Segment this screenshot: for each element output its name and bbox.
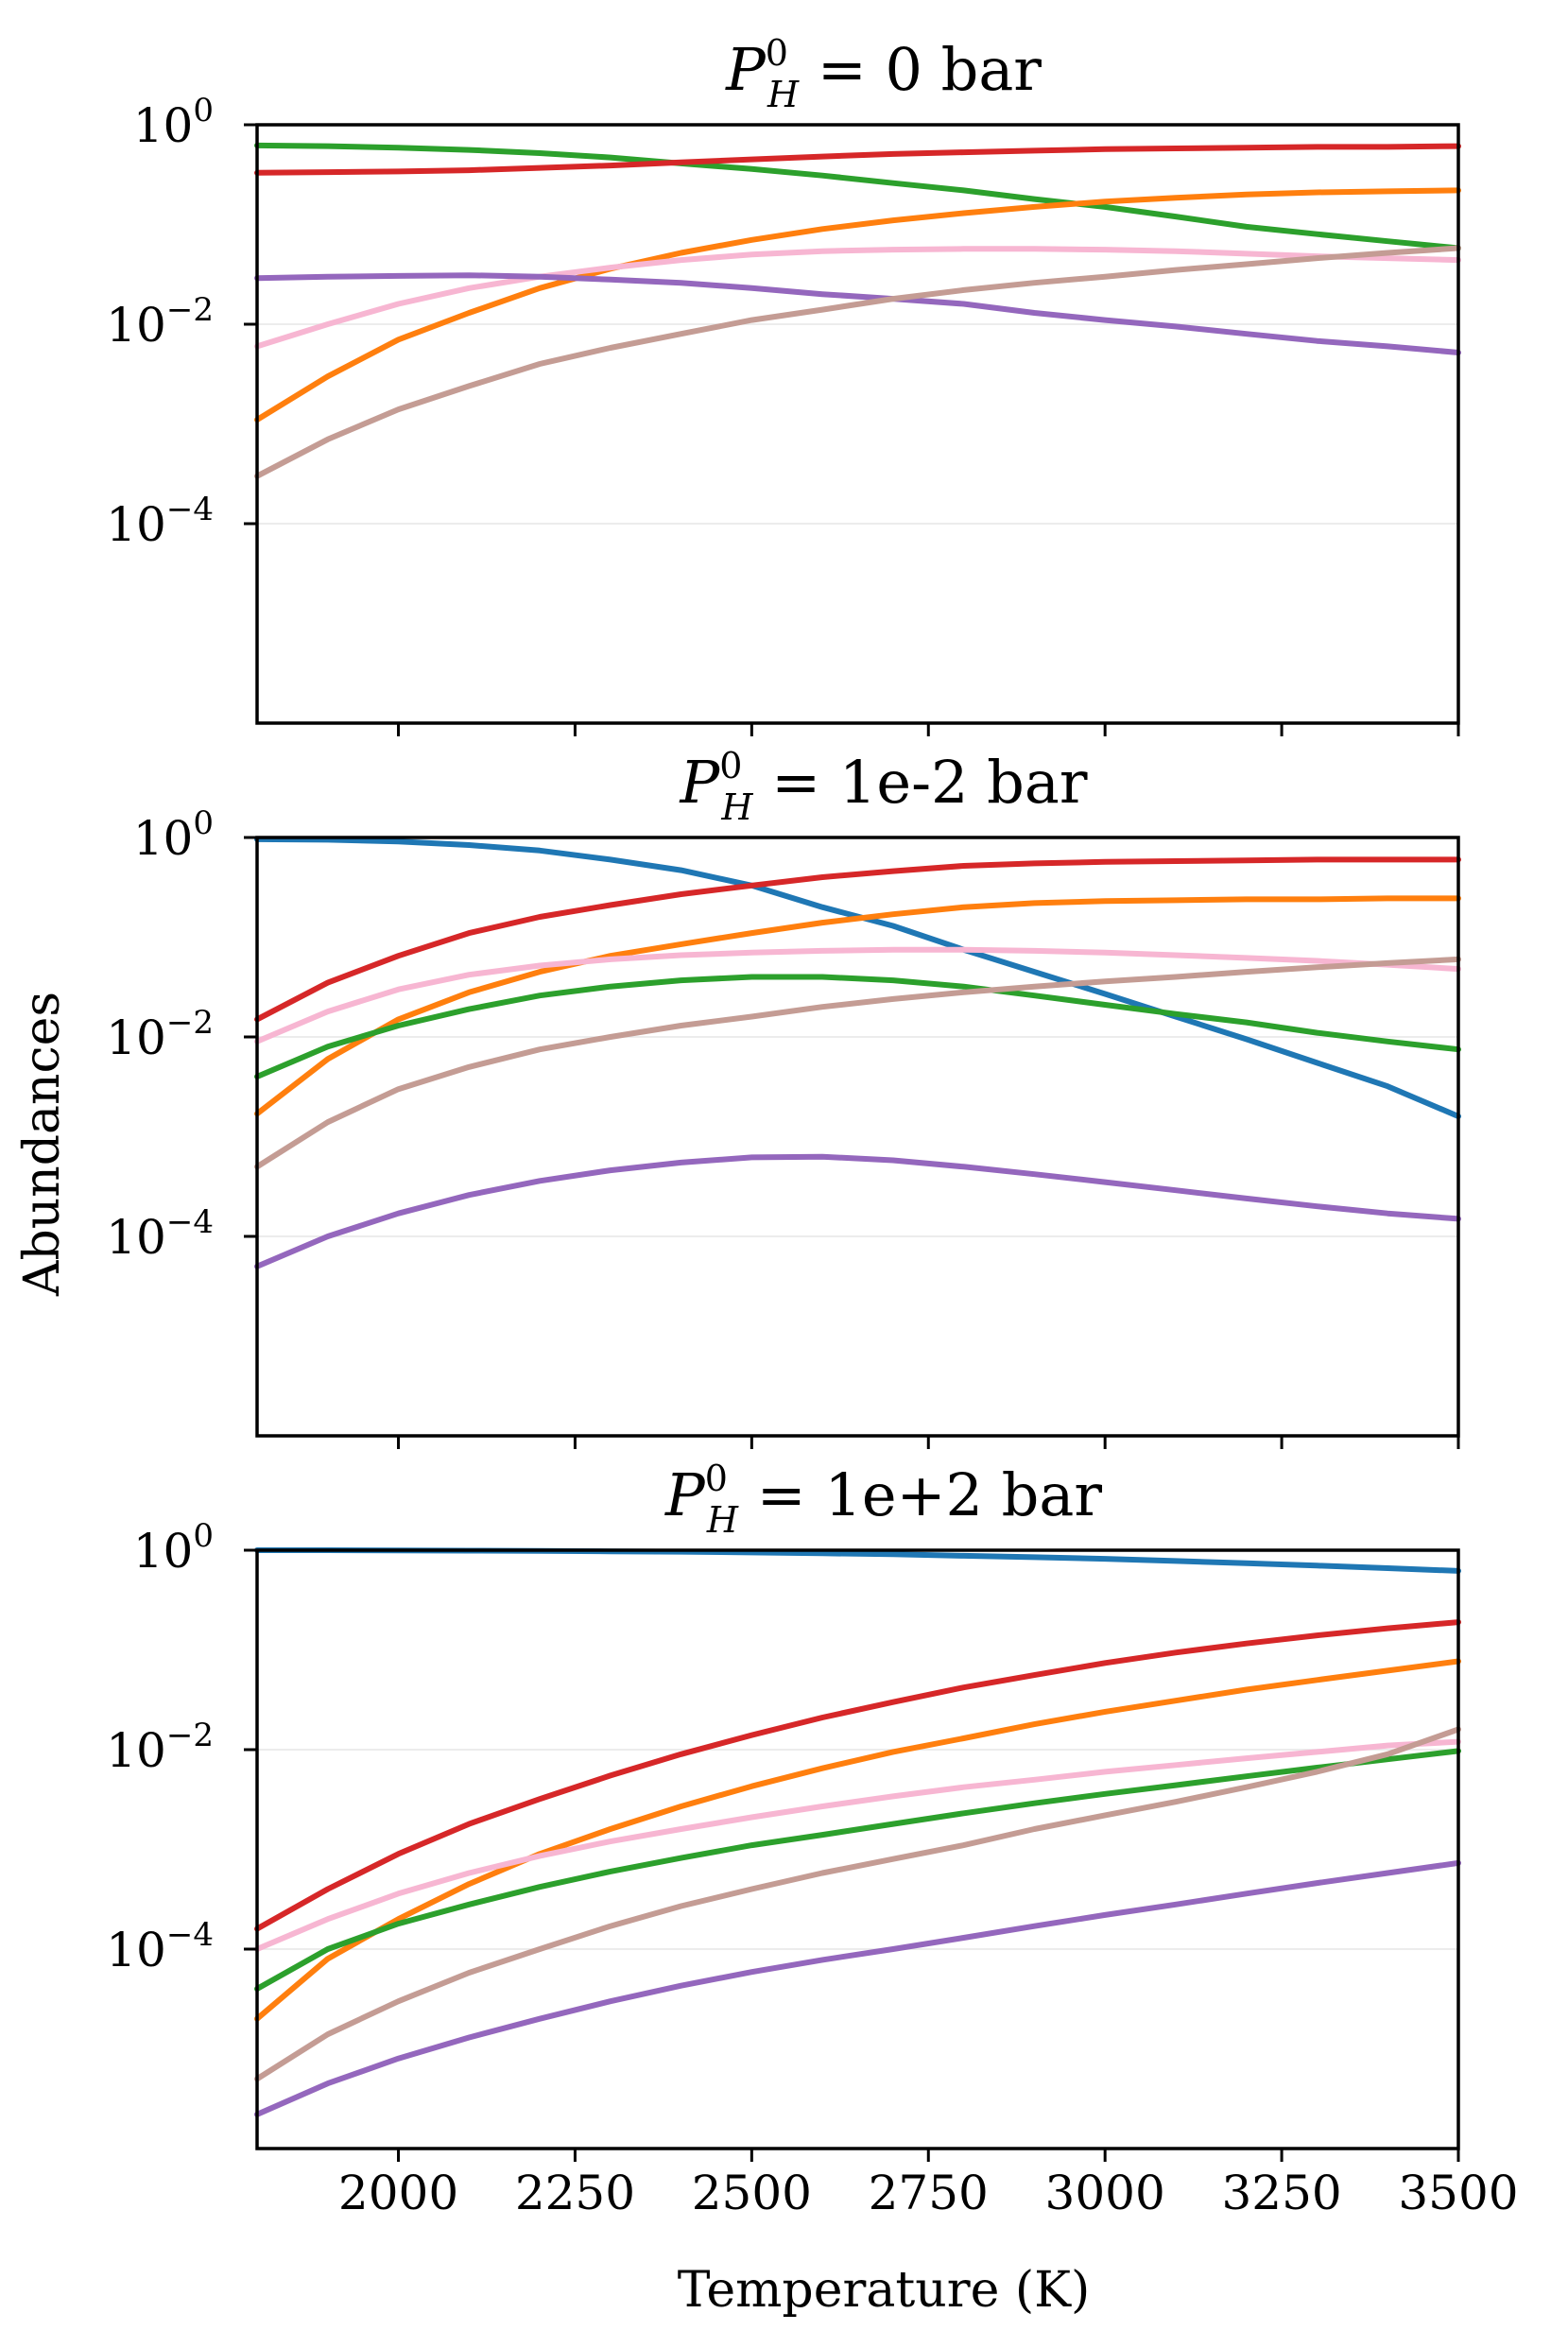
panel-1-series-brown [254, 245, 1461, 479]
panel-2: P0 H = 1e-2 bar 100 10−2 10−4 [106, 745, 1461, 1449]
panel-3-series-blue [254, 1547, 1461, 1574]
panel-3-frame [255, 1548, 1460, 2150]
panel-2-ytick-label-1: 10−2 [106, 1004, 214, 1065]
panel-3-ytick-label-2: 10−4 [106, 1916, 214, 1977]
panel-3-xtick-label-6: 3500 [1398, 2166, 1518, 2220]
panel-3: P0 H = 1e+2 bar 100 10−2 10−4 2000 2250 2500 27… [106, 1458, 1518, 2220]
panel-2-ytick-label-0: 100 [133, 804, 214, 866]
panel-3-series-pink [254, 1738, 1461, 1952]
panel-1-series-pink [254, 246, 1461, 350]
panel-1-ytick-label-2: 10−4 [106, 491, 214, 552]
panel-1-title: P0 H = 0 bar [725, 32, 1042, 115]
panel-3-xtick-label-2: 2500 [692, 2166, 812, 2220]
panel-3-series-red [254, 1619, 1461, 1932]
panel-1-series-red [254, 143, 1461, 176]
panel-3-series-orange [254, 1658, 1461, 2022]
panel-2-series-purple [254, 1153, 1461, 1269]
panel-2-series-red [254, 856, 1461, 1023]
panel-2-title: P0 H = 1e-2 bar [680, 745, 1088, 828]
panel-2-frame [255, 836, 1460, 1438]
panel-1-ytick-label-1: 10−2 [106, 291, 214, 353]
panel-1-series-orange [254, 187, 1461, 423]
panel-2-series-orange [254, 895, 1461, 1117]
panel-3-xtick-label-1: 2250 [515, 2166, 635, 2220]
panel-3-series-green [254, 1748, 1461, 1992]
panel-2-series-pink [254, 946, 1461, 1045]
panel-3-xtick-label-0: 2000 [338, 2166, 458, 2220]
panel-2-series-green [254, 974, 1461, 1079]
panel-1-ytick-label-0: 100 [133, 92, 214, 153]
panel-1: P0 H = 0 bar 100 10−2 10−4 [106, 32, 1461, 736]
panel-3-xtick-label-5: 3250 [1221, 2166, 1341, 2220]
panel-3-xtick-label-4: 3000 [1045, 2166, 1165, 2220]
panel-3-title: P0 H = 1e+2 bar [664, 1458, 1102, 1541]
panel-2-ytick-label-2: 10−4 [106, 1203, 214, 1265]
panel-3-xtick-label-3: 2750 [869, 2166, 989, 2220]
panel-3-ytick-label-0: 100 [133, 1517, 214, 1579]
panel-3-ytick-label-1: 10−2 [106, 1717, 214, 1778]
x-axis-label: Temperature (K) [678, 2262, 1091, 2319]
panel-2-series-brown [254, 956, 1461, 1170]
panel-3-series-brown [254, 1726, 1461, 2082]
panel-1-series-purple [254, 272, 1461, 355]
y-axis-label: Abundances [14, 992, 71, 1297]
panel-1-frame [255, 123, 1460, 725]
panel-1-series-green [254, 142, 1461, 251]
panel-3-series-purple [254, 1859, 1461, 2117]
